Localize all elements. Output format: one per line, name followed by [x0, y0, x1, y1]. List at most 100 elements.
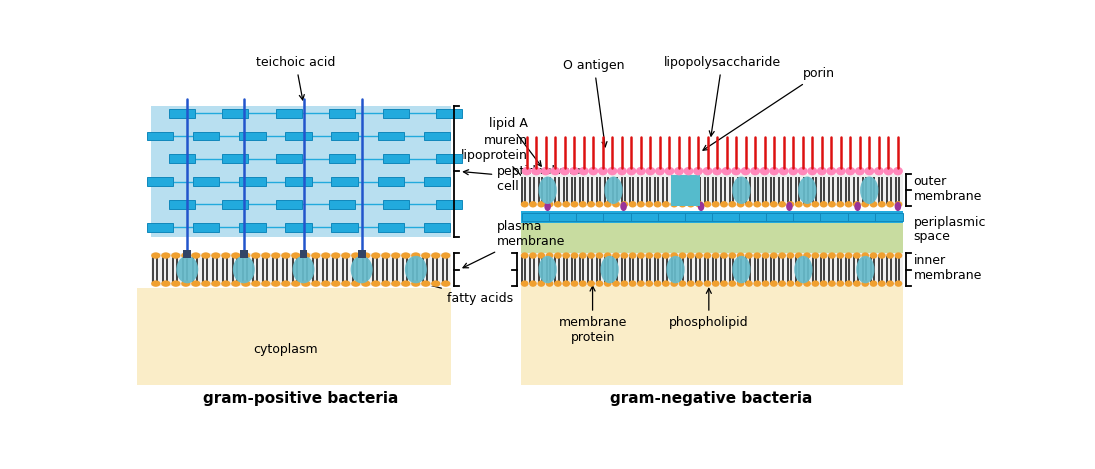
- Ellipse shape: [261, 280, 270, 287]
- Ellipse shape: [645, 252, 653, 259]
- Bar: [382, 200, 408, 209]
- Text: lipopolysaccharide: lipopolysaccharide: [664, 56, 781, 136]
- Ellipse shape: [637, 201, 645, 207]
- Bar: [300, 250, 308, 258]
- Text: membrane: membrane: [913, 269, 982, 282]
- Ellipse shape: [637, 252, 645, 259]
- Ellipse shape: [869, 252, 877, 259]
- Ellipse shape: [181, 280, 191, 287]
- Ellipse shape: [721, 280, 728, 287]
- Ellipse shape: [529, 280, 537, 287]
- Ellipse shape: [860, 176, 878, 204]
- Bar: [520, 211, 902, 223]
- Bar: [193, 223, 219, 232]
- Bar: [382, 154, 408, 163]
- Ellipse shape: [786, 252, 794, 259]
- Bar: [169, 109, 195, 118]
- Ellipse shape: [753, 201, 761, 207]
- Ellipse shape: [621, 252, 629, 259]
- Bar: [330, 200, 356, 209]
- Ellipse shape: [895, 202, 901, 211]
- Ellipse shape: [560, 167, 569, 175]
- Ellipse shape: [539, 256, 556, 283]
- Ellipse shape: [241, 252, 251, 259]
- Ellipse shape: [539, 176, 556, 204]
- Ellipse shape: [600, 256, 619, 283]
- Ellipse shape: [750, 167, 760, 175]
- Ellipse shape: [654, 280, 661, 287]
- Text: teichoic acid: teichoic acid: [256, 56, 335, 100]
- Ellipse shape: [675, 167, 684, 175]
- Ellipse shape: [181, 252, 191, 259]
- Text: plasma
membrane: plasma membrane: [463, 220, 566, 268]
- Bar: [222, 154, 249, 163]
- Ellipse shape: [695, 280, 703, 287]
- Ellipse shape: [886, 252, 894, 259]
- Ellipse shape: [795, 201, 803, 207]
- Ellipse shape: [844, 280, 853, 287]
- Bar: [151, 288, 451, 385]
- Ellipse shape: [753, 280, 761, 287]
- Ellipse shape: [422, 252, 430, 259]
- Ellipse shape: [596, 201, 603, 207]
- Ellipse shape: [587, 201, 595, 207]
- Ellipse shape: [538, 252, 545, 259]
- Ellipse shape: [698, 202, 704, 211]
- Bar: [520, 223, 902, 253]
- Ellipse shape: [892, 167, 903, 175]
- Bar: [239, 223, 265, 232]
- Ellipse shape: [545, 252, 553, 259]
- Text: inner: inner: [913, 254, 946, 267]
- Ellipse shape: [779, 201, 786, 207]
- Bar: [222, 109, 249, 118]
- Ellipse shape: [687, 201, 694, 207]
- Ellipse shape: [670, 201, 678, 207]
- Bar: [193, 177, 219, 186]
- Bar: [520, 174, 902, 206]
- Bar: [276, 154, 302, 163]
- Ellipse shape: [371, 280, 380, 287]
- Ellipse shape: [371, 252, 380, 259]
- Ellipse shape: [679, 201, 687, 207]
- Ellipse shape: [786, 201, 794, 207]
- Ellipse shape: [662, 252, 670, 259]
- Ellipse shape: [587, 252, 595, 259]
- Ellipse shape: [817, 167, 827, 175]
- Ellipse shape: [645, 201, 653, 207]
- Ellipse shape: [603, 201, 612, 207]
- Bar: [239, 132, 265, 141]
- Ellipse shape: [670, 280, 678, 287]
- Bar: [222, 200, 249, 209]
- Ellipse shape: [620, 202, 626, 211]
- Ellipse shape: [786, 202, 793, 211]
- Ellipse shape: [779, 252, 786, 259]
- Ellipse shape: [538, 280, 545, 287]
- Bar: [239, 177, 265, 186]
- Ellipse shape: [342, 252, 350, 259]
- Ellipse shape: [703, 167, 713, 175]
- Ellipse shape: [779, 167, 788, 175]
- Ellipse shape: [835, 167, 845, 175]
- Ellipse shape: [745, 252, 752, 259]
- Ellipse shape: [667, 256, 684, 283]
- Ellipse shape: [596, 252, 603, 259]
- Ellipse shape: [311, 280, 321, 287]
- Ellipse shape: [626, 167, 636, 175]
- Bar: [603, 213, 632, 221]
- Ellipse shape: [281, 280, 290, 287]
- Ellipse shape: [521, 167, 532, 175]
- Bar: [436, 200, 462, 209]
- Bar: [330, 109, 356, 118]
- Ellipse shape: [779, 280, 786, 287]
- Ellipse shape: [762, 252, 770, 259]
- Ellipse shape: [441, 252, 450, 259]
- Bar: [424, 177, 450, 186]
- Bar: [739, 213, 766, 221]
- Ellipse shape: [895, 201, 902, 207]
- Ellipse shape: [878, 280, 886, 287]
- Ellipse shape: [895, 280, 902, 287]
- Ellipse shape: [712, 201, 719, 207]
- Ellipse shape: [201, 252, 210, 259]
- Ellipse shape: [261, 252, 270, 259]
- Ellipse shape: [201, 280, 210, 287]
